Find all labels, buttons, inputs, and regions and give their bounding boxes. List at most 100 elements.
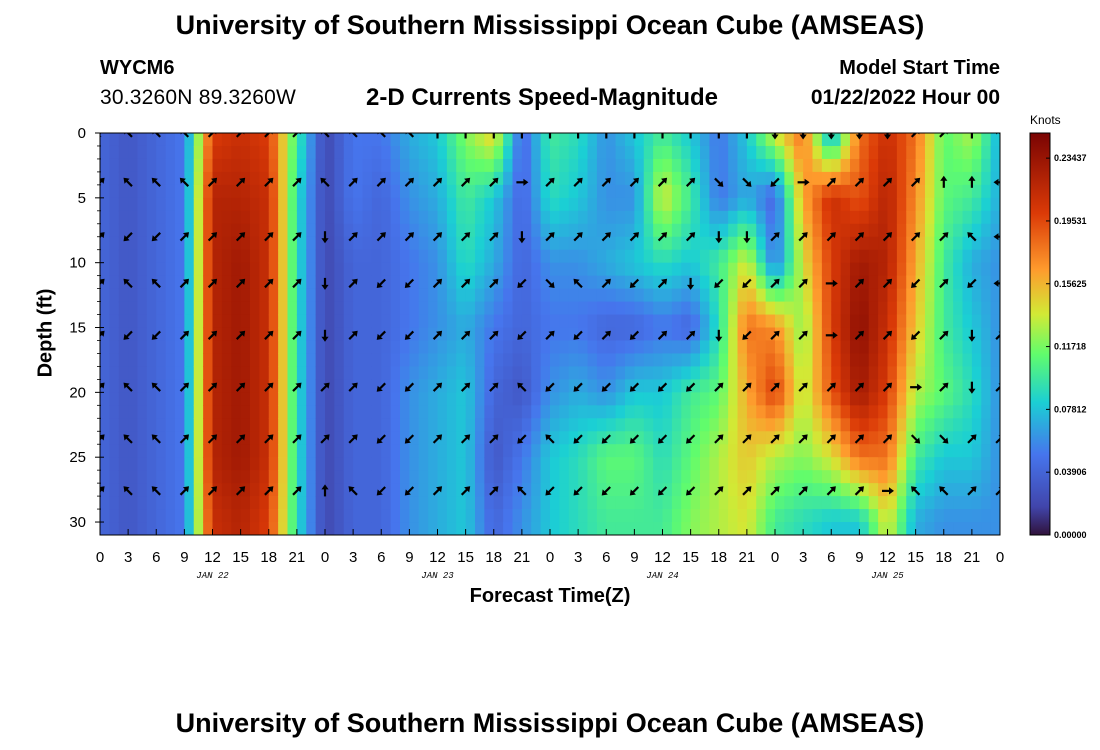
heatmap-cell (653, 353, 664, 368)
heatmap-cell (325, 470, 335, 484)
heatmap-cell (756, 444, 767, 458)
heatmap-cell (775, 509, 785, 523)
heatmap-cell (981, 158, 992, 173)
heatmap-cell (868, 197, 879, 212)
heatmap-cell (653, 509, 664, 523)
heatmap-cell (971, 184, 982, 199)
heatmap-cell (137, 431, 148, 445)
heatmap-cell (859, 314, 870, 329)
heatmap-cell (690, 496, 701, 510)
heatmap-cell (887, 210, 898, 225)
heatmap-cell (390, 483, 401, 497)
heatmap-cell (306, 470, 317, 484)
current-arrow (827, 133, 835, 140)
heatmap-cell (962, 444, 973, 458)
heatmap-cell (118, 314, 129, 329)
heatmap-cell (643, 470, 654, 484)
heatmap-cell (550, 392, 560, 406)
heatmap-cell (221, 133, 232, 147)
heatmap-cell (784, 379, 795, 393)
heatmap-cell (137, 236, 148, 251)
heatmap-cell (587, 509, 598, 523)
heatmap-cell (456, 509, 467, 523)
heatmap-cell (821, 509, 832, 523)
heatmap-cell (634, 392, 645, 406)
heatmap-cell (221, 145, 232, 160)
heatmap-cell (850, 223, 860, 238)
heatmap-cell (296, 288, 307, 303)
heatmap-cell (137, 327, 148, 342)
heatmap-cell (128, 210, 139, 225)
heatmap-cell (765, 522, 776, 535)
heatmap-cell (934, 340, 945, 355)
current-arrow (967, 232, 977, 242)
heatmap-cell (953, 327, 964, 342)
heatmap-cell (906, 171, 917, 186)
heatmap-cell (259, 470, 270, 484)
heatmap-cell (100, 418, 110, 432)
heatmap-cell (971, 210, 982, 225)
heatmap-cell (531, 470, 542, 484)
heatmap-cell (681, 197, 692, 212)
heatmap-cell (278, 392, 289, 406)
heatmap-cell (925, 236, 935, 251)
heatmap-cell (690, 353, 701, 368)
heatmap-cell (296, 158, 307, 173)
heatmap-cell (812, 444, 823, 458)
heatmap-cell (165, 171, 176, 186)
heatmap-cell (240, 340, 251, 355)
heatmap-cell (146, 444, 157, 458)
heatmap-cell (943, 262, 954, 277)
heatmap-cell (306, 522, 317, 535)
heatmap-cell (334, 470, 345, 484)
heatmap-cell (390, 210, 401, 225)
heatmap-cell (756, 340, 767, 355)
heatmap-cell (850, 197, 860, 212)
heatmap-cell (934, 314, 945, 329)
heatmap-cell (512, 210, 523, 225)
x-tick-label: 0 (96, 549, 104, 566)
heatmap-cell (662, 431, 673, 445)
heatmap-cell (709, 340, 720, 355)
heatmap-cell (287, 158, 298, 173)
heatmap-cell (250, 275, 260, 290)
heatmap-cell (100, 145, 110, 160)
current-arrow (545, 330, 555, 340)
heatmap-cell (671, 353, 682, 368)
heatmap-cell (100, 470, 110, 484)
current-arrow (601, 434, 611, 444)
heatmap-cell (268, 197, 279, 212)
heatmap-cell (137, 301, 148, 316)
heatmap-cell (306, 262, 317, 277)
heatmap-cell (709, 145, 720, 160)
heatmap-cell (906, 327, 917, 342)
heatmap-cell (250, 158, 260, 173)
heatmap-cell (896, 262, 907, 277)
heatmap-cell (737, 288, 748, 303)
heatmap-cell (784, 249, 795, 264)
heatmap-cell (175, 353, 185, 368)
heatmap-cell (568, 275, 579, 290)
heatmap-cell (606, 223, 617, 238)
current-arrow (742, 486, 752, 496)
heatmap-cell (409, 262, 420, 277)
heatmap-cell (765, 262, 776, 277)
heatmap-cell (353, 197, 364, 212)
heatmap-cell (643, 483, 654, 497)
heatmap-cell (653, 405, 664, 419)
current-arrow (376, 232, 386, 242)
heatmap-cell (353, 340, 364, 355)
heatmap-cell (662, 262, 673, 277)
heatmap-cell (146, 133, 157, 147)
heatmap-cell (812, 405, 823, 419)
heatmap-cell (821, 522, 832, 535)
current-arrow (151, 177, 161, 187)
heatmap-cell (615, 366, 626, 380)
heatmap-cell (531, 145, 542, 160)
current-arrow (995, 486, 1000, 496)
heatmap-cell (250, 327, 260, 342)
heatmap-cell (915, 145, 926, 160)
heatmap-cell (456, 418, 467, 432)
heatmap-cell (746, 275, 757, 290)
current-arrow (151, 133, 161, 138)
